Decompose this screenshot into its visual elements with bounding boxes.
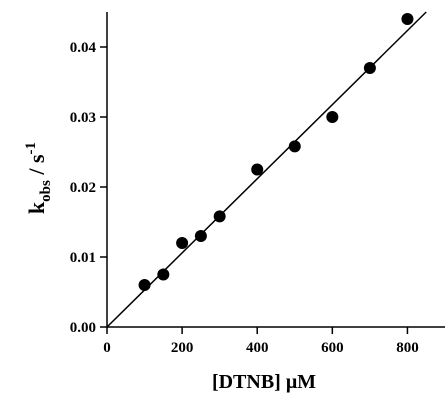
y-axis-title-superscript: -1 (23, 142, 39, 155)
x-tick-label: 400 (246, 340, 269, 356)
y-tick-label: 0.02 (70, 180, 96, 196)
svg-text:kobs / s-1: kobs / s-1 (23, 142, 54, 214)
data-point (194, 230, 207, 242)
x-tick-label: 800 (396, 340, 419, 356)
x-axis-title: [DTNB] μM (212, 371, 316, 393)
data-point (138, 279, 151, 291)
data-point (326, 111, 339, 123)
y-axis-title: kobs / s-1 (23, 142, 54, 214)
y-tick-label: 0.01 (70, 250, 96, 266)
data-point (288, 140, 301, 153)
x-tick-label: 0 (103, 340, 111, 356)
data-point (176, 237, 189, 249)
plot-area: 0.00 0.01 0.02 0.03 0.04 0 200 400 600 800 (70, 11, 445, 356)
data-point (251, 163, 264, 176)
x-tick-label: 200 (171, 340, 194, 356)
y-tick-label: 0.03 (70, 110, 96, 126)
y-axis-title-unit: / s (24, 154, 49, 180)
data-point (213, 210, 226, 223)
x-tick-label: 600 (321, 340, 344, 356)
data-point (401, 13, 414, 25)
y-axis-title-subscript: obs (38, 180, 54, 202)
y-tick-label: 0.00 (70, 320, 96, 336)
y-axis-title-main: k (24, 201, 49, 214)
data-point (363, 62, 376, 74)
y-tick-label: 0.04 (70, 40, 97, 56)
data-point (157, 268, 170, 281)
fit-line (106, 11, 427, 328)
